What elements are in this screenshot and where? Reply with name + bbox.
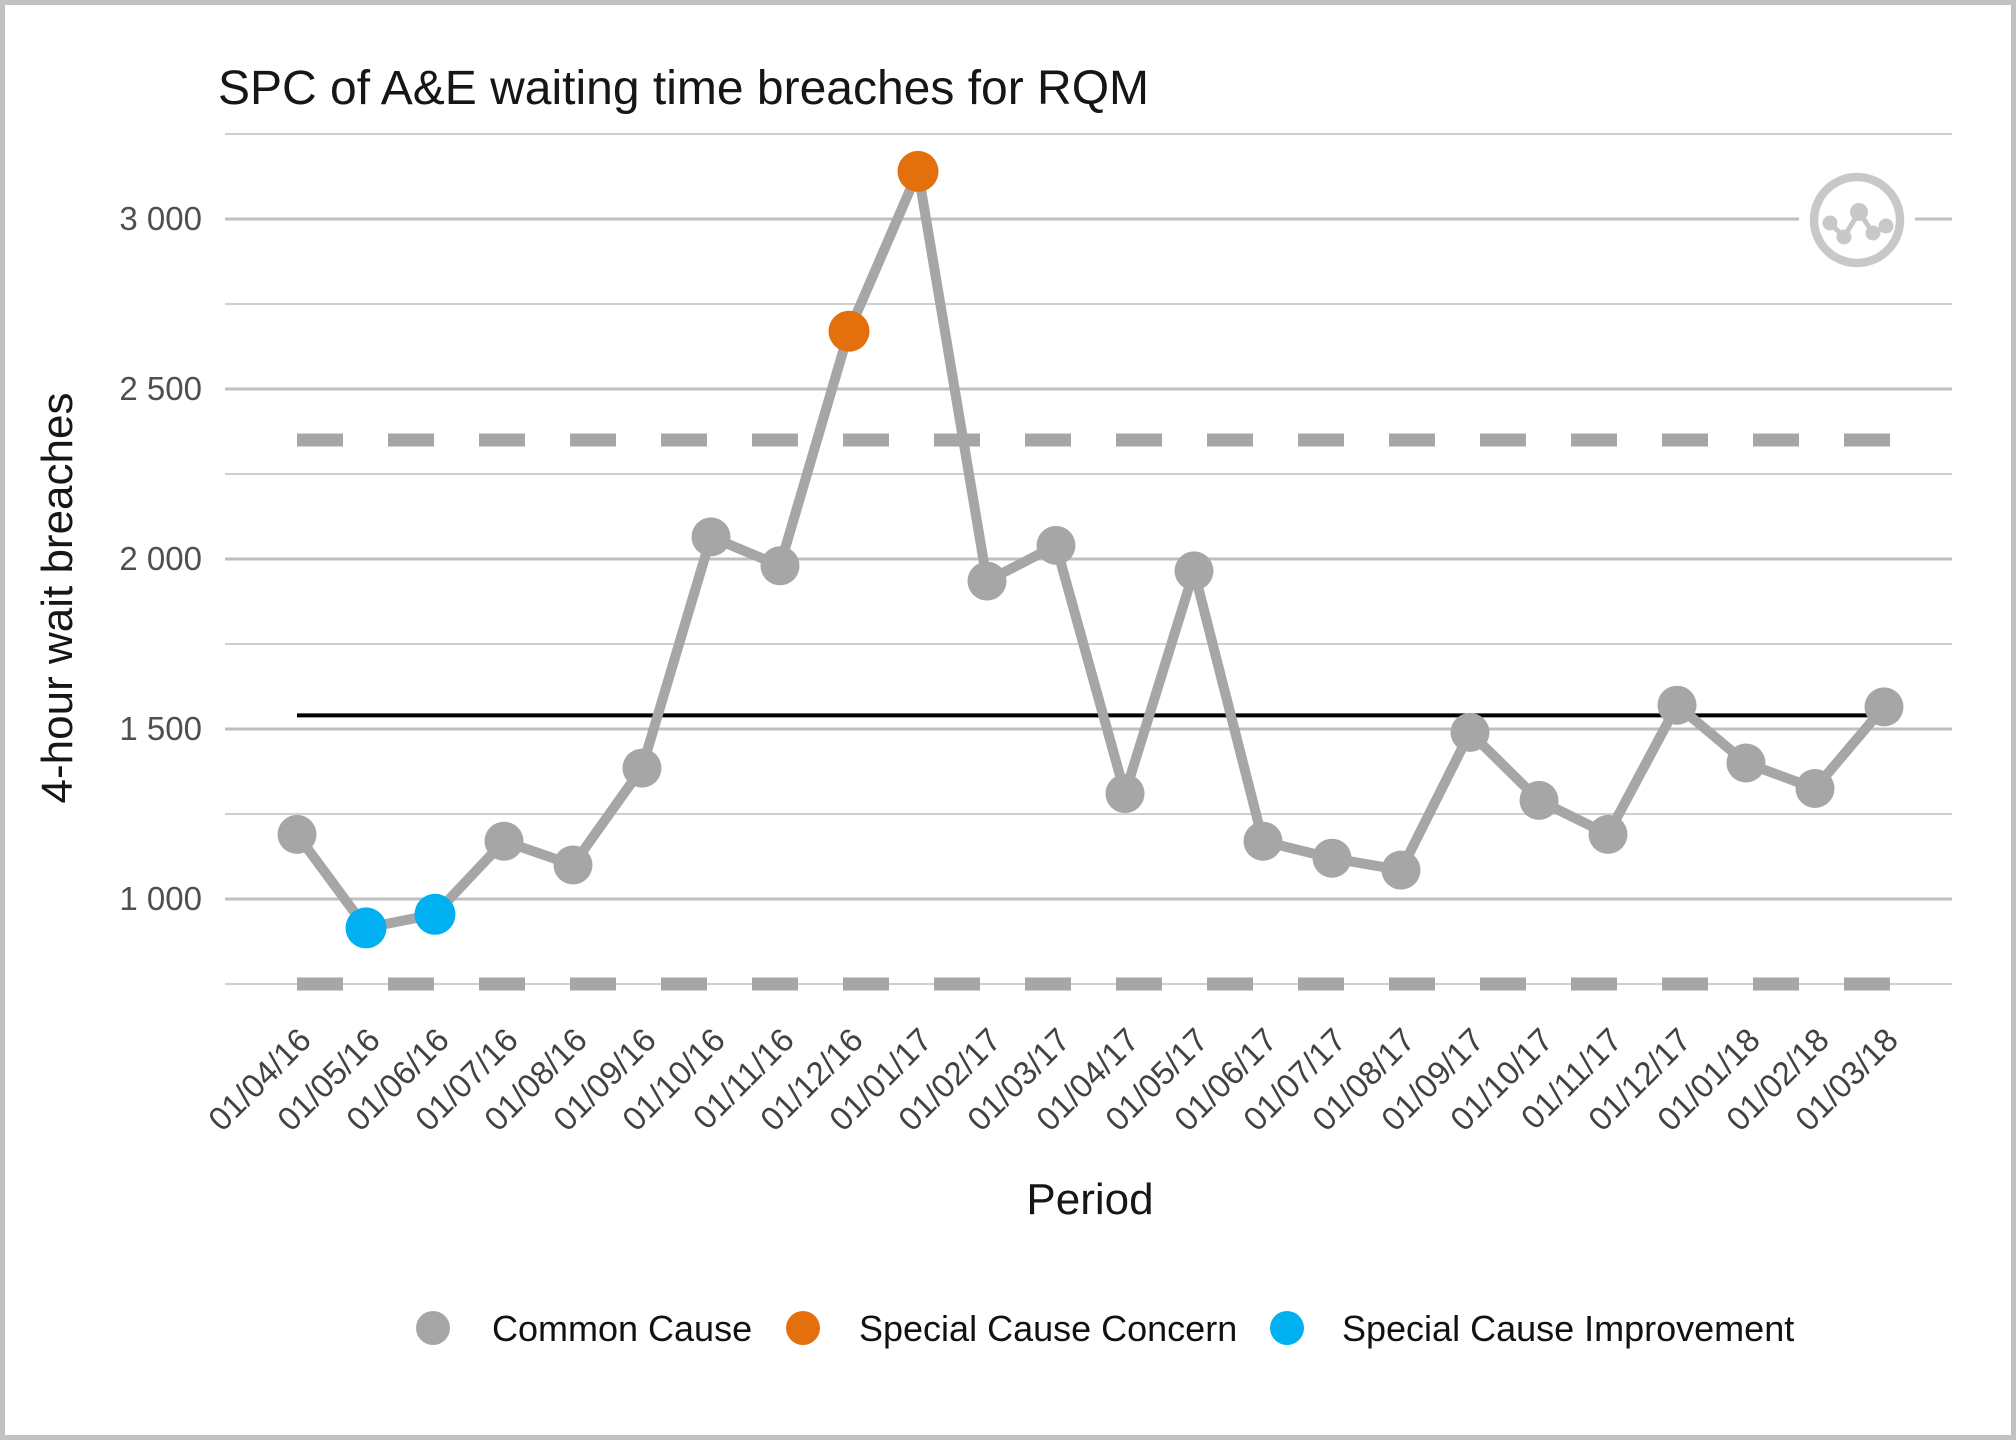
- icon-dot: [1822, 215, 1838, 231]
- data-point-concern: [828, 310, 870, 352]
- icon-dot: [1836, 229, 1852, 245]
- data-point-common: [760, 546, 800, 586]
- data-point-common: [1519, 780, 1559, 820]
- data-point-common: [553, 845, 593, 885]
- legend-swatch-concern: [786, 1311, 820, 1345]
- y-tick-label: 1 000: [119, 880, 202, 917]
- data-point-common: [1588, 814, 1628, 854]
- data-point-improvement: [414, 893, 456, 935]
- data-point-improvement: [345, 907, 387, 949]
- y-tick-label: 3 000: [119, 200, 202, 237]
- x-axis-title: Period: [1026, 1175, 1153, 1224]
- data-point-common: [1036, 525, 1076, 565]
- y-axis-title: 4-hour wait breaches: [33, 393, 82, 804]
- data-point-concern: [897, 150, 939, 192]
- data-series: [277, 150, 1904, 949]
- legend-swatch-improvement: [1270, 1311, 1304, 1345]
- y-tick-label: 2 500: [119, 370, 202, 407]
- legend-label-common: Common Cause: [492, 1308, 752, 1349]
- data-point-common: [1105, 774, 1145, 814]
- legend-swatch-common: [416, 1311, 450, 1345]
- legend: Common Cause Special Cause Concern Speci…: [416, 1308, 1794, 1349]
- data-point-common: [1381, 850, 1421, 890]
- y-tick-label: 2 000: [119, 540, 202, 577]
- legend-label-improvement: Special Cause Improvement: [1342, 1308, 1794, 1349]
- data-point-common: [1795, 769, 1835, 808]
- spc-line-chart-icon: [1799, 162, 1915, 278]
- data-point-common: [1657, 685, 1697, 725]
- data-point-common: [1864, 687, 1904, 727]
- icon-dot: [1850, 203, 1868, 221]
- data-point-common: [967, 561, 1007, 601]
- data-point-common: [1726, 743, 1766, 783]
- y-axis-tick-labels: 1 000 1 500 2 000 2 500 3 000: [119, 200, 202, 917]
- legend-label-concern: Special Cause Concern: [859, 1308, 1237, 1349]
- data-point-common: [277, 814, 317, 854]
- data-point-common: [1243, 821, 1283, 861]
- data-point-common: [484, 821, 524, 861]
- icon-dot: [1865, 225, 1881, 241]
- y-tick-label: 1 500: [119, 710, 202, 747]
- chart-title: SPC of A&E waiting time breaches for RQM: [218, 62, 1149, 115]
- data-point-common: [1174, 551, 1214, 591]
- control-limit-lines: [297, 433, 1892, 991]
- data-point-common: [691, 517, 731, 557]
- data-point-common: [1312, 838, 1352, 878]
- data-point-common: [622, 748, 662, 788]
- data-point-common: [1450, 712, 1490, 752]
- icon-dot: [1878, 218, 1894, 234]
